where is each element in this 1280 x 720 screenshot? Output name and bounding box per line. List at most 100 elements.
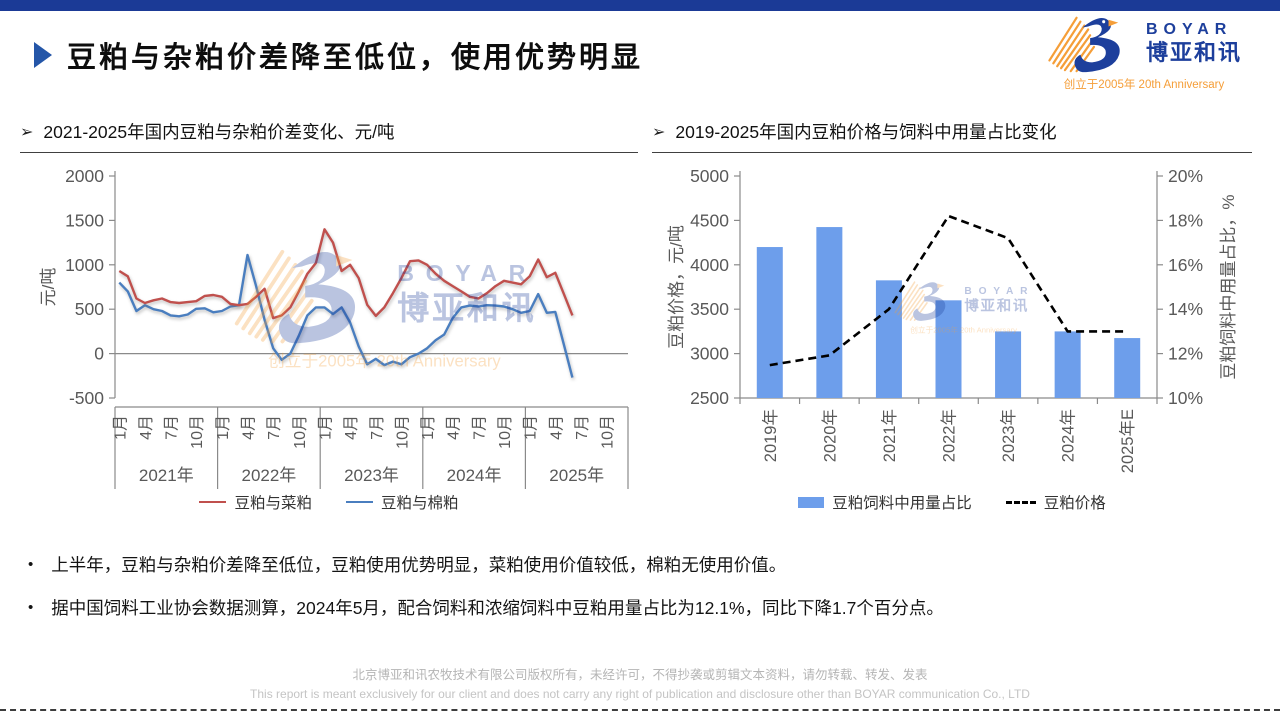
legend-item-usage-share: 豆粕饲料中用量占比 [798,491,972,513]
svg-text:2021年: 2021年 [139,466,194,485]
svg-text:2025年: 2025年 [549,466,604,485]
legend-item-cottonseed: 豆粕与棉粕 [346,491,459,513]
svg-text:4月: 4月 [138,415,155,440]
boyar-bird-icon [1048,16,1120,73]
svg-text:5000: 5000 [690,166,729,186]
svg-text:元/吨: 元/吨 [39,268,58,307]
left-section-header: ➢ 2021-2025年国内豆粕与杂粕价差变化、元/吨 [20,119,638,144]
svg-text:1000: 1000 [65,255,104,275]
bullet-text-1: 上半年，豆粕与杂粕价差降至低位，豆粕使用优势明显，菜粕使用价值较低，棉粕无使用价… [51,555,787,575]
legend-label-cottonseed: 豆粕与棉粕 [381,495,459,512]
svg-text:16%: 16% [1168,255,1203,275]
svg-text:10月: 10月 [600,415,617,449]
blue-line-swatch [346,501,373,503]
svg-text:18%: 18% [1168,210,1203,230]
footer-disclaimer-en: This report is meant exclusively for our… [250,687,1030,702]
red-line-swatch [199,501,227,503]
bullet-item: • 上半年，豆粕与杂粕价差降至低位，豆粕使用优势明显，菜粕使用价值较低，棉粕无使… [28,552,1254,578]
svg-text:4500: 4500 [690,210,729,230]
right-chart-title: 2019-2025年国内豆粕价格与饲料中用量占比变化 [675,122,1057,142]
right-section-header: ➢ 2019-2025年国内豆粕价格与饲料中用量占比变化 [652,119,1252,144]
boyar-logo: BOYAR 博亚和讯 创立于2005年 20th Anniversary [1046,12,1242,92]
boyar-logo-names: BOYAR 博亚和讯 [1146,21,1242,65]
price-usage-bar-line-chart: 5000 4500 4000 3500 3000 2500 20% 18% 16% 14% 12% 1… [667,166,1238,473]
svg-text:豆粕饲料中用量占比，%: 豆粕饲料中用量占比，% [1219,194,1238,379]
right-header-rule [652,152,1252,153]
price-diff-chart-section: ➢ 2021-2025年国内豆粕与杂粕价差变化、元/吨 2000 1500 1000… [20,119,638,513]
boyar-logo-top: BOYAR 博亚和讯 [1046,12,1242,74]
legend-label-price: 豆粕价格 [1043,495,1106,512]
svg-text:2025年E: 2025年E [1118,409,1137,473]
title-row: 豆粕与杂粕价差降至低位，使用优势明显 [34,34,643,76]
svg-text:2500: 2500 [690,388,729,408]
left-header-rule [20,152,638,153]
svg-text:豆粕价格，元/吨: 豆粕价格，元/吨 [667,225,686,349]
svg-text:-500: -500 [69,388,104,408]
bottom-dashed-rule [0,709,1280,711]
logo-brand-cn: 博亚和讯 [1145,39,1242,65]
svg-text:4月: 4月 [241,415,258,440]
svg-text:1月: 1月 [112,415,129,440]
logo-tagline: 创立于2005年 20th Anniversary [1063,79,1225,91]
svg-text:4月: 4月 [446,415,463,440]
legend-item-price: 豆粕价格 [1005,491,1106,513]
svg-text:2022年: 2022年 [940,409,959,462]
svg-text:7月: 7月 [471,415,488,440]
svg-text:2021年: 2021年 [880,409,899,462]
svg-text:20%: 20% [1168,166,1203,186]
svg-text:10%: 10% [1168,388,1203,408]
svg-text:3000: 3000 [690,344,729,364]
price-diff-line-chart: 2000 1500 1000 500 0 -500 1月 4月 7月 10月 2021年 1月 4月 7月… [39,166,629,489]
svg-text:1月: 1月 [215,415,232,440]
svg-text:1月: 1月 [420,415,437,440]
left-chart-legend: 豆粕与菜粕 豆粕与棉粕 [20,491,638,513]
arrow-bullet-icon: ➢ [20,123,34,141]
svg-text:7月: 7月 [266,415,283,440]
svg-text:2022年: 2022年 [241,466,296,485]
bullet-dot-icon: • [28,556,34,573]
svg-text:2000: 2000 [65,166,104,186]
svg-text:7月: 7月 [164,415,181,440]
svg-text:2023年: 2023年 [999,409,1018,462]
bullet-dot-icon: • [28,599,34,617]
svg-text:4月: 4月 [343,415,360,440]
svg-text:500: 500 [75,299,104,319]
legend-label-usage-share: 豆粕饲料中用量占比 [832,495,972,512]
svg-text:10月: 10月 [189,415,206,449]
legend-item-rapeseed: 豆粕与菜粕 [199,491,312,513]
summary-bullets: • 上半年，豆粕与杂粕价差降至低位，豆粕使用优势明显，菜粕使用价值较低，棉粕无使… [28,552,1254,639]
dashed-line-swatch [1005,500,1036,504]
footer: 北京博亚和讯农牧技术有限公司版权所有，未经许可，不得抄袭或剪辑文本资料，请勿转载… [0,666,1280,704]
svg-text:4000: 4000 [690,255,729,275]
page-title: 豆粕与杂粕价差降至低位，使用优势明显 [67,42,644,74]
svg-text:1月: 1月 [523,415,540,440]
legend-label-rapeseed: 豆粕与菜粕 [234,495,312,512]
svg-text:0: 0 [94,344,104,364]
top-accent-bar [0,0,1280,11]
svg-text:7月: 7月 [369,415,386,440]
svg-text:4月: 4月 [548,415,565,440]
svg-text:12%: 12% [1168,344,1203,364]
svg-text:2024年: 2024年 [1059,409,1078,462]
svg-text:10月: 10月 [394,415,411,449]
svg-text:2020年: 2020年 [820,409,839,462]
svg-text:14%: 14% [1168,299,1203,319]
left-chart-title: 2021-2025年国内豆粕与杂粕价差变化、元/吨 [43,122,395,142]
footer-copyright-cn: 北京博亚和讯农牧技术有限公司版权所有，未经许可，不得抄袭或剪辑文本资料，请勿转载… [352,668,928,682]
svg-text:2024年: 2024年 [447,466,502,485]
svg-text:10月: 10月 [292,415,309,449]
bullet-text-2: 据中国饲料工业协会数据测算，2024年5月，配合饲料和浓缩饲料中豆粕用量占比为1… [51,598,944,619]
title-marker-icon [34,42,52,68]
bar-swatch [798,496,825,508]
svg-text:7月: 7月 [574,415,591,440]
svg-text:3500: 3500 [690,299,729,319]
svg-text:2023年: 2023年 [344,466,399,485]
svg-text:2019年: 2019年 [761,409,780,462]
right-chart-legend: 豆粕饲料中用量占比 豆粕价格 [652,491,1252,513]
logo-brand-en: BOYAR [1145,21,1233,39]
svg-text:1500: 1500 [65,210,104,230]
svg-text:1月: 1月 [317,415,334,440]
svg-text:10月: 10月 [497,415,514,449]
bullet-item: • 据中国饲料工业协会数据测算，2024年5月，配合饲料和浓缩饲料中豆粕用量占比… [28,595,1254,621]
